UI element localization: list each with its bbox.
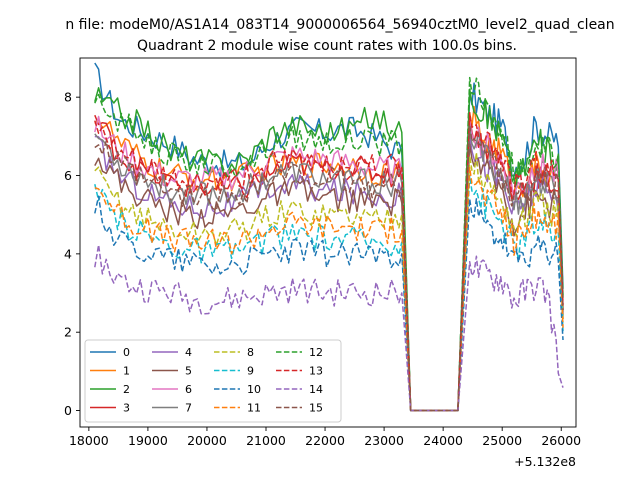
legend-entry-label: 9 xyxy=(247,365,254,378)
legend-entry-label: 13 xyxy=(309,365,323,378)
x-tick-label: 25000 xyxy=(482,433,522,448)
series-line-13 xyxy=(94,112,564,412)
y-tick-label: 6 xyxy=(64,168,72,183)
x-tick-label: 26000 xyxy=(541,433,581,448)
legend-entry-label: 15 xyxy=(309,402,323,415)
x-tick-label: 23000 xyxy=(364,433,404,448)
legend-entry-label: 7 xyxy=(185,402,192,415)
legend-entry-label: 5 xyxy=(185,365,192,378)
x-offset-label: +5.132e8 xyxy=(514,454,576,469)
series-line-12 xyxy=(94,76,564,412)
legend-entry-label: 3 xyxy=(123,402,130,415)
legend-entry-label: 0 xyxy=(123,346,130,359)
y-tick-label: 2 xyxy=(64,325,72,340)
series-line-14 xyxy=(94,244,564,412)
axes-frame xyxy=(79,57,577,428)
legend-entry-label: 11 xyxy=(247,402,261,415)
y-tick-label: 0 xyxy=(64,403,72,418)
x-tick-label: 20000 xyxy=(187,433,227,448)
series-line-8 xyxy=(94,151,564,412)
legend-box xyxy=(84,339,342,423)
y-tick-label: 4 xyxy=(64,246,72,261)
x-tick-label: 24000 xyxy=(423,433,463,448)
x-tick-label: 22000 xyxy=(305,433,345,448)
axes-title: Quadrant 2 module wise count rates with … xyxy=(137,38,517,54)
series-line-11 xyxy=(94,166,564,412)
legend-entry-label: 2 xyxy=(123,383,130,396)
x-tick-label: 19000 xyxy=(128,433,168,448)
x-tick-label: 21000 xyxy=(246,433,286,448)
legend-entry-label: 10 xyxy=(247,383,261,396)
plot-area xyxy=(94,62,564,412)
series-line-9 xyxy=(94,174,564,412)
series-line-6 xyxy=(94,115,564,412)
series-line-0 xyxy=(94,62,564,412)
legend-entry-label: 4 xyxy=(185,346,192,359)
x-tick-label: 18000 xyxy=(69,433,109,448)
series-line-5 xyxy=(94,143,564,412)
series-line-7 xyxy=(94,127,564,412)
figure-suptitle: n file: modeM0/AS1A14_083T14_9000006564_… xyxy=(65,17,614,33)
series-line-15 xyxy=(94,123,564,412)
legend-entry-label: 12 xyxy=(309,346,323,359)
legend-entry-label: 1 xyxy=(123,365,130,378)
legend-entry-label: 8 xyxy=(247,346,254,359)
y-axis: 0 2 4 6 8 xyxy=(64,90,80,418)
x-axis: 18000 19000 20000 21000 22000 23000 24000 25000… xyxy=(69,427,581,448)
y-tick-label: 8 xyxy=(64,90,72,105)
legend-entry-label: 6 xyxy=(185,383,192,396)
legend-entry-label: 14 xyxy=(309,383,323,396)
